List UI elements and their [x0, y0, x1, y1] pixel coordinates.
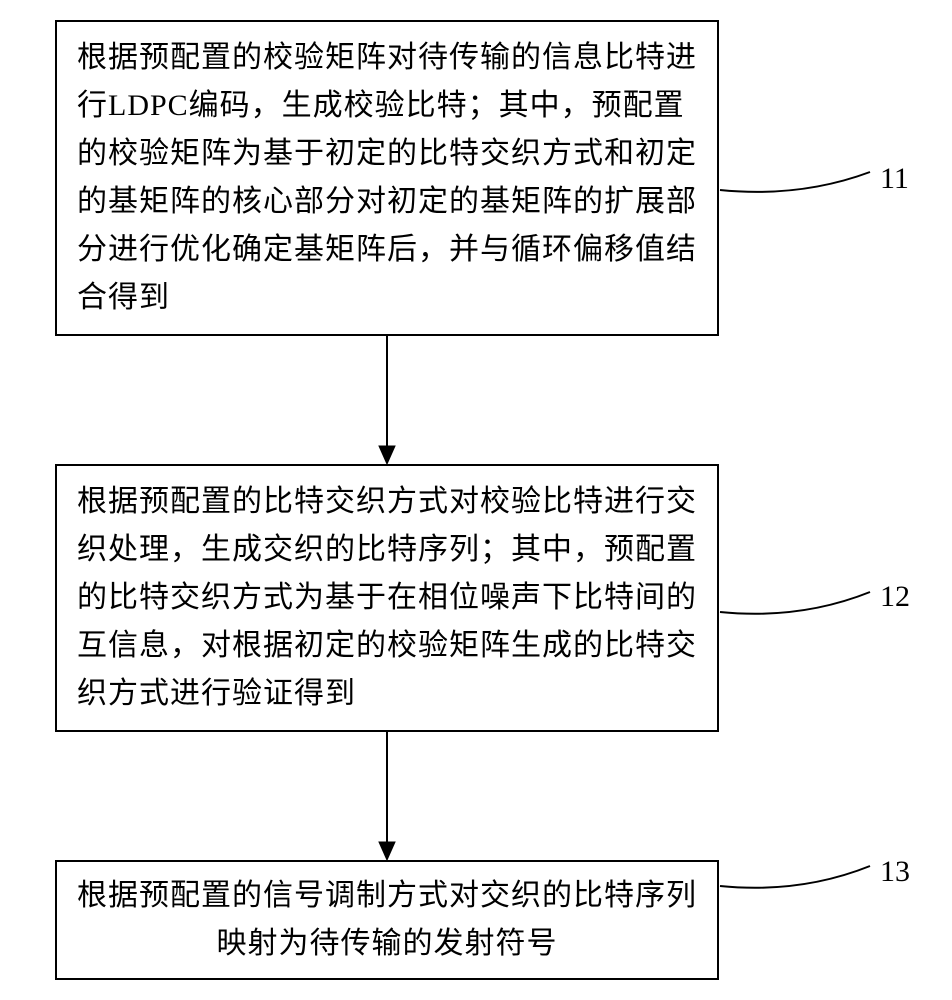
flowchart-canvas: 根据预配置的校验矩阵对待传输的信息比特进行LDPC编码，生成校验比特；其中，预配…: [0, 0, 952, 1000]
step-label-3: 13: [880, 855, 910, 889]
leader-line-3: [0, 0, 952, 1000]
